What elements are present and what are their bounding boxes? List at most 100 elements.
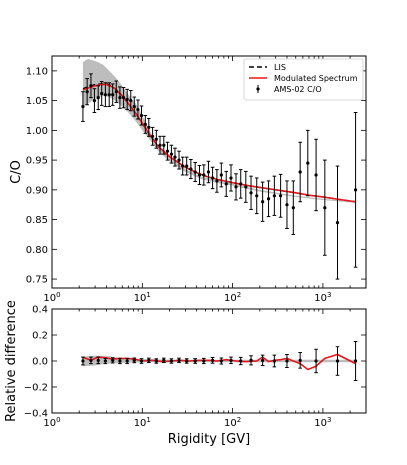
top-y-tick-label: 0.95 xyxy=(26,156,48,167)
top-data-point xyxy=(89,84,93,88)
bottom-data-point xyxy=(185,359,189,363)
top-data-point xyxy=(143,122,147,127)
top-data-point xyxy=(158,143,162,147)
bottom-data-point xyxy=(298,358,302,362)
top-data-point xyxy=(129,99,133,103)
bottom-data-point xyxy=(169,359,174,363)
top-data-point xyxy=(185,164,189,168)
top-data-point xyxy=(96,96,100,100)
top-data-point xyxy=(285,203,289,207)
top-data-point xyxy=(353,188,358,192)
bottom-data-point xyxy=(272,359,276,363)
bottom-x-tick-label: 102 xyxy=(224,416,241,429)
x-axis-label: Rigidity [GV] xyxy=(168,432,250,447)
top-data-point xyxy=(210,176,215,180)
bottom-data-point xyxy=(89,358,93,362)
top-y-tick-label: 1.00 xyxy=(26,126,48,137)
top-data-point xyxy=(266,197,271,201)
legend-box xyxy=(243,58,364,101)
top-data-point xyxy=(100,91,104,96)
bottom-data-point xyxy=(261,358,265,362)
bottom-y-tick-label: 0.4 xyxy=(32,305,48,316)
bottom-data-point xyxy=(229,358,233,362)
top-data-point xyxy=(314,173,318,177)
top-data-point xyxy=(181,164,185,168)
top-data-point xyxy=(92,99,97,103)
bottom-data-point xyxy=(314,359,318,363)
top-data-point xyxy=(298,170,302,174)
top-data-point xyxy=(136,107,140,112)
top-data-point xyxy=(193,170,197,174)
top-data-point xyxy=(224,182,228,186)
top-data-point xyxy=(261,200,265,204)
legend-label-ams02: AMS-02 C/O xyxy=(274,85,322,94)
bottom-data-point xyxy=(219,359,223,363)
bottom-data-point xyxy=(139,359,144,363)
bottom-data-point xyxy=(249,358,253,362)
top-uncertainty-band xyxy=(82,58,356,203)
top-data-point xyxy=(154,137,158,141)
top-x-tick-label: 103 xyxy=(314,291,331,304)
top-data-point xyxy=(147,125,151,129)
top-data-point xyxy=(85,90,89,94)
top-data-point xyxy=(219,173,223,177)
top-data-point xyxy=(206,170,211,174)
bottom-data-point xyxy=(353,359,358,363)
top-data-point xyxy=(234,185,238,189)
top-data-point xyxy=(125,97,129,102)
legend-swatch-ams02-marker xyxy=(256,87,260,91)
bottom-data-point xyxy=(285,359,289,363)
bottom-data-point xyxy=(132,358,136,362)
bottom-data-point xyxy=(103,359,107,363)
top-data-point xyxy=(173,155,177,159)
top-data-point xyxy=(229,176,233,180)
bottom-data-point xyxy=(335,359,340,363)
bottom-x-tick-label: 103 xyxy=(314,416,331,429)
bottom-data-point xyxy=(147,358,151,362)
top-data-point xyxy=(118,96,122,100)
top-data-point xyxy=(335,220,340,225)
bottom-x-tick-label: 100 xyxy=(43,416,60,429)
top-x-tick-label: 101 xyxy=(134,291,151,304)
bottom-plot-area xyxy=(81,341,358,381)
top-panel: 100 101 102 103 0.75 0.80 0.85 0.90 0.95 1.00 1.05… xyxy=(9,55,367,304)
top-x-tick-label: 102 xyxy=(224,291,241,304)
top-y-tick-label: 1.05 xyxy=(26,96,48,107)
bottom-data-point xyxy=(125,359,129,363)
top-y-tick-label: 0.90 xyxy=(26,185,48,196)
top-plot-area xyxy=(81,58,358,280)
bottom-y-tick-label: 0.2 xyxy=(32,331,48,342)
top-y-tick-label: 0.85 xyxy=(26,215,48,226)
top-data-point xyxy=(189,167,193,171)
top-modulated-spectrum-line xyxy=(82,83,356,203)
bottom-ticks: 100 101 102 103 −0.4 −0.2 0.0 0.2 0.4 xyxy=(24,305,367,429)
bottom-y-tick-label: −0.4 xyxy=(24,409,48,420)
bottom-data-point xyxy=(96,358,100,362)
top-data-point xyxy=(81,104,85,109)
top-data-point xyxy=(244,185,248,189)
top-data-point xyxy=(279,194,283,198)
bottom-modulated-spectrum-line xyxy=(82,353,356,371)
bottom-y-axis-label: Relative difference xyxy=(4,300,19,422)
top-data-point xyxy=(107,93,111,97)
top-data-point xyxy=(291,206,295,210)
bottom-data-point xyxy=(81,359,85,363)
bottom-panel: 100 101 102 103 −0.4 −0.2 0.0 0.2 0.4 Relative d… xyxy=(4,300,367,447)
bottom-data-point xyxy=(111,358,115,362)
top-data-point xyxy=(114,90,118,94)
top-data-point xyxy=(103,93,107,97)
bottom-y-tick-label: 0.0 xyxy=(32,357,48,368)
top-ticks: 100 101 102 103 0.75 0.80 0.85 0.90 0.95 1.00 1.05… xyxy=(26,56,367,304)
top-data-point xyxy=(255,194,259,198)
top-y-axis-label: C/O xyxy=(9,160,24,184)
top-data-point xyxy=(121,96,126,100)
top-x-tick-label: 100 xyxy=(43,291,60,304)
top-data-point xyxy=(139,113,144,118)
top-data-point xyxy=(162,143,166,147)
bottom-data-point xyxy=(202,359,206,363)
legend: LIS Modulated Spectrum AMS-02 C/O xyxy=(243,58,364,101)
top-data-point xyxy=(239,182,243,186)
legend-label-modulated: Modulated Spectrum xyxy=(274,74,358,83)
bottom-data-point xyxy=(162,358,166,362)
